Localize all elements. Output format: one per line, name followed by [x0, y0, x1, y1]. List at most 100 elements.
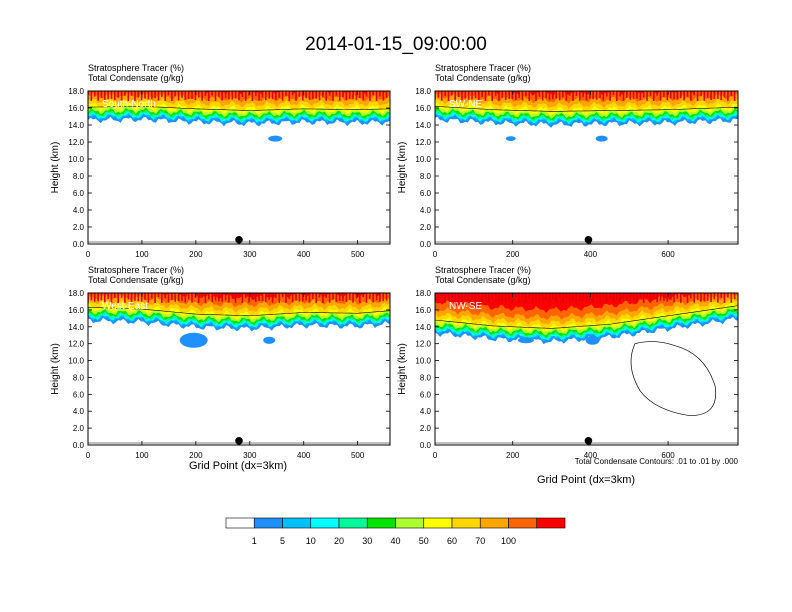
- colorbar-swatch: [253, 517, 283, 529]
- y-tick-label: 10.0: [415, 155, 431, 164]
- y-tick-label: 0.0: [420, 240, 432, 249]
- y-tick-label: 6.0: [420, 189, 432, 198]
- location-marker: [584, 235, 593, 244]
- colorbar-swatch: [310, 517, 340, 529]
- x-tick-label: 0: [433, 250, 438, 259]
- x-tick-label: 400: [297, 451, 311, 460]
- x-tick-label: 200: [189, 451, 203, 460]
- x-tick-label: 100: [135, 451, 149, 460]
- colorbar-swatch: [423, 517, 453, 529]
- x-tick-label: 200: [189, 250, 203, 259]
- main-title: 2014-01-15_09:00:00: [305, 34, 487, 55]
- panel-label: SW-NE: [449, 99, 482, 110]
- cloud-blob: [505, 136, 516, 142]
- colorbar-swatch: [451, 517, 481, 529]
- tracer-band: [88, 293, 390, 308]
- y-tick-label: 8.0: [73, 172, 85, 181]
- x-tick-label: 600: [661, 451, 675, 460]
- x-tick-label: 500: [351, 451, 365, 460]
- x-tick-label: 400: [584, 451, 598, 460]
- y-tick-label: 4.0: [73, 407, 85, 416]
- colorbar-swatch: [508, 517, 538, 529]
- colorbar-label: 10: [306, 536, 316, 546]
- tracer-contour-line: [435, 305, 738, 329]
- x-tick-label: 400: [584, 250, 598, 259]
- x-tick-label: 500: [351, 250, 365, 259]
- y-tick-label: 8.0: [420, 172, 432, 181]
- tracer-field: [88, 91, 390, 142]
- panel-header-condensate: Total Condensate (g/kg): [435, 73, 531, 83]
- y-tick-label: 6.0: [73, 189, 85, 198]
- panel-label: South-North: [102, 99, 156, 110]
- y-tick-label: 12.0: [68, 138, 84, 147]
- panel-label: NW-SE: [449, 301, 482, 312]
- y-tick-label: 16.0: [68, 306, 84, 315]
- cloud-blob: [268, 135, 283, 142]
- colorbar-label: 5: [280, 536, 285, 546]
- colorbar-label: 70: [475, 536, 485, 546]
- y-tick-label: 14.0: [68, 121, 84, 130]
- y-tick-label: 6.0: [420, 390, 432, 399]
- x-tick-label: 600: [661, 250, 675, 259]
- colorbar-swatch: [366, 517, 396, 529]
- tracer-field: [435, 91, 738, 142]
- panel-header-condensate: Total Condensate (g/kg): [88, 275, 184, 285]
- x-tick-label: 300: [243, 250, 257, 259]
- x-tick-label: 200: [506, 451, 520, 460]
- x-axis-label-right: Grid Point (dx=3km): [537, 474, 635, 486]
- tracer-field: [88, 293, 390, 348]
- panel-header-tracer: Stratosphere Tracer (%): [435, 265, 531, 275]
- y-axis-label: Height (km): [397, 343, 408, 395]
- y-tick-label: 6.0: [73, 390, 85, 399]
- x-tick-label: 0: [433, 451, 438, 460]
- y-tick-label: 10.0: [68, 357, 84, 366]
- panel-frame: [434, 90, 739, 245]
- tracer-band: [435, 293, 738, 313]
- y-tick-label: 18.0: [68, 87, 84, 96]
- colorbar-swatch: [282, 517, 312, 529]
- colorbar-label: 50: [419, 536, 429, 546]
- x-tick-label: 400: [297, 250, 311, 259]
- panel-header-condensate: Total Condensate (g/kg): [435, 275, 531, 285]
- panel-west-east: Stratosphere Tracer (%)Total Condensate …: [50, 265, 391, 460]
- x-tick-label: 0: [86, 451, 91, 460]
- panel-header-tracer: Stratosphere Tracer (%): [88, 63, 184, 73]
- cloud-blob: [517, 337, 534, 344]
- x-tick-label: 200: [506, 250, 520, 259]
- panel-sw-ne: Stratosphere Tracer (%)Total Condensate …: [397, 63, 739, 259]
- tracer-contour-line: [88, 307, 390, 317]
- colorbar-label: 1: [252, 536, 257, 546]
- x-tick-label: 100: [135, 250, 149, 259]
- y-tick-label: 12.0: [415, 340, 431, 349]
- y-tick-label: 4.0: [73, 206, 85, 215]
- tracer-spikes: [435, 293, 736, 303]
- panels: Stratosphere Tracer (%)Total Condensate …: [50, 63, 739, 460]
- tracer-field: [435, 293, 738, 417]
- y-tick-label: 12.0: [68, 340, 84, 349]
- y-tick-label: 14.0: [415, 121, 431, 130]
- y-tick-label: 12.0: [415, 138, 431, 147]
- y-tick-label: 2.0: [73, 223, 85, 232]
- y-tick-label: 8.0: [420, 373, 432, 382]
- colorbar-label: 60: [447, 536, 457, 546]
- colorbar-swatch: [395, 517, 425, 529]
- location-marker: [235, 235, 243, 244]
- y-tick-label: 10.0: [68, 155, 84, 164]
- panel-frame: [87, 292, 391, 446]
- y-tick-label: 0.0: [73, 240, 85, 249]
- y-tick-label: 16.0: [68, 104, 84, 113]
- colorbar-swatch: [536, 517, 566, 529]
- colorbar-label: 20: [334, 536, 344, 546]
- panel-header-tracer: Stratosphere Tracer (%): [88, 265, 184, 275]
- y-tick-label: 0.0: [73, 441, 85, 450]
- colorbar-swatch: [338, 517, 368, 529]
- panel-south-north: Stratosphere Tracer (%)Total Condensate …: [50, 63, 391, 259]
- panel-header-condensate: Total Condensate (g/kg): [88, 73, 184, 83]
- y-tick-label: 10.0: [415, 357, 431, 366]
- y-tick-label: 2.0: [420, 424, 432, 433]
- y-tick-label: 18.0: [68, 289, 84, 298]
- panel-nw-se: Stratosphere Tracer (%)Total Condensate …: [397, 265, 739, 460]
- y-axis-label: Height (km): [50, 343, 61, 395]
- x-tick-label: 0: [86, 250, 91, 259]
